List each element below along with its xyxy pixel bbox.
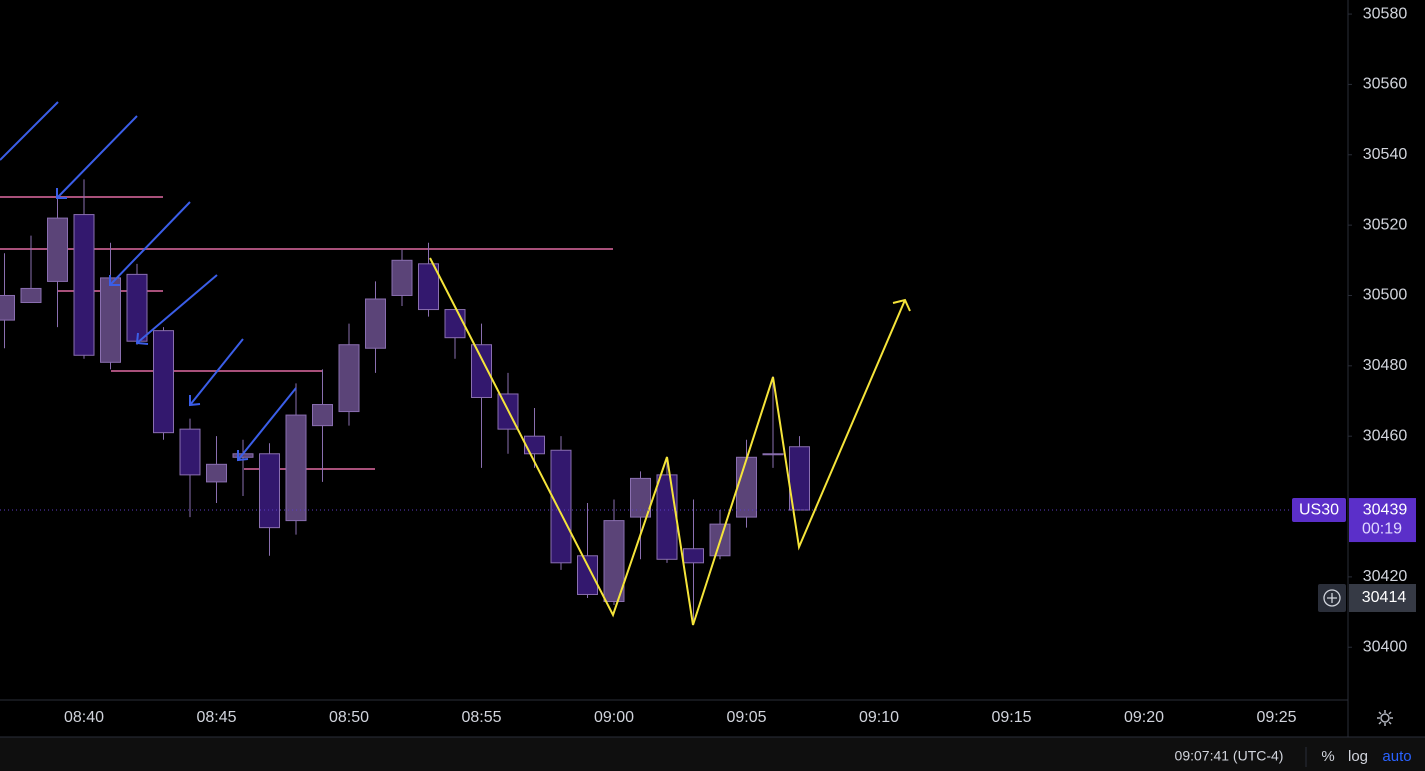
candle-body (391, 259, 413, 296)
candle-body (736, 456, 757, 518)
candle-body (100, 277, 121, 363)
arrow (109, 201, 191, 286)
x-tick-label: 09:25 (1256, 709, 1296, 726)
arrow (189, 338, 244, 407)
candle-body (471, 344, 492, 398)
candle-body (762, 453, 784, 456)
candle-body (524, 435, 545, 455)
candle-body (683, 548, 704, 564)
y-tick-label: 30400 (1363, 638, 1408, 655)
y-tick-label: 30460 (1363, 427, 1408, 444)
candle-body (656, 474, 678, 560)
x-tick-label: 09:00 (594, 709, 634, 726)
candle-body (630, 477, 651, 518)
candle-body (47, 217, 68, 282)
plus-icon (1323, 589, 1341, 607)
percent-toggle[interactable]: % (1321, 748, 1334, 765)
arrow (135, 274, 218, 345)
candle-body (444, 309, 466, 339)
price-axis: 30400 30420 30460 30480 30500 30520 30540 30560… (1348, 5, 1407, 655)
auto-toggle[interactable]: auto (1382, 748, 1411, 765)
crosshair-price-label: 30414 (1362, 589, 1407, 606)
candle-body (365, 298, 386, 349)
x-tick-label: 09:10 (859, 709, 899, 726)
x-tick-label: 08:45 (196, 709, 236, 726)
y-tick-label: 30540 (1363, 146, 1408, 163)
candle-body (206, 463, 227, 483)
candles (0, 179, 810, 623)
clock: 09:07:41 (UTC-4) (1175, 748, 1284, 764)
y-tick-label: 30420 (1363, 568, 1408, 585)
y-tick-label: 30480 (1363, 357, 1408, 374)
arrow (56, 115, 138, 199)
time-axis: 08:40 08:45 08:50 08:55 09:00 09:05 09:10 09:15… (64, 709, 1297, 726)
x-tick-label: 08:55 (461, 709, 501, 726)
blue-arrows (0, 101, 297, 462)
drawings (0, 101, 911, 626)
candle-body (179, 428, 201, 476)
last-price-box (1349, 498, 1416, 543)
settings-icon[interactable] (1377, 710, 1393, 726)
x-tick-label: 08:40 (64, 709, 104, 726)
price-labels: US30 30439 00:19 30414 (1292, 498, 1416, 612)
candle-body (285, 414, 307, 522)
crosshair-price-box (1349, 583, 1416, 612)
symbol-label: US30 (1299, 501, 1339, 518)
symbol-box (1292, 498, 1346, 523)
candle-body (603, 520, 625, 603)
zigzag-path (429, 257, 911, 626)
candle-body (20, 287, 42, 304)
gear-center (1380, 713, 1390, 723)
x-tick-label: 08:50 (329, 709, 369, 726)
candle-body (259, 453, 280, 529)
candle-body (312, 404, 333, 427)
candle-body (153, 330, 174, 434)
y-tick-label: 30560 (1363, 76, 1408, 93)
last-price-label: 30439 (1363, 501, 1408, 518)
y-tick-label: 30500 (1363, 287, 1408, 304)
status-bar (0, 737, 1425, 771)
candle-body (577, 555, 598, 595)
arrow (0, 101, 59, 161)
candle-body (0, 294, 15, 321)
candle-body (338, 344, 360, 413)
x-tick-label: 09:15 (991, 709, 1031, 726)
candle-body (550, 449, 572, 564)
candle-body (418, 263, 439, 311)
gear-teeth (1377, 710, 1393, 726)
log-toggle[interactable]: log (1348, 748, 1368, 765)
y-tick-label: 30580 (1363, 5, 1408, 22)
countdown-label: 00:19 (1362, 520, 1402, 537)
candle-body (73, 214, 95, 356)
x-tick-label: 09:20 (1124, 709, 1164, 726)
arrow (237, 387, 297, 462)
x-tick-label: 09:05 (726, 709, 766, 726)
plus-sign (1327, 592, 1337, 603)
candle-body (126, 273, 148, 342)
y-tick-label: 30520 (1363, 216, 1408, 233)
